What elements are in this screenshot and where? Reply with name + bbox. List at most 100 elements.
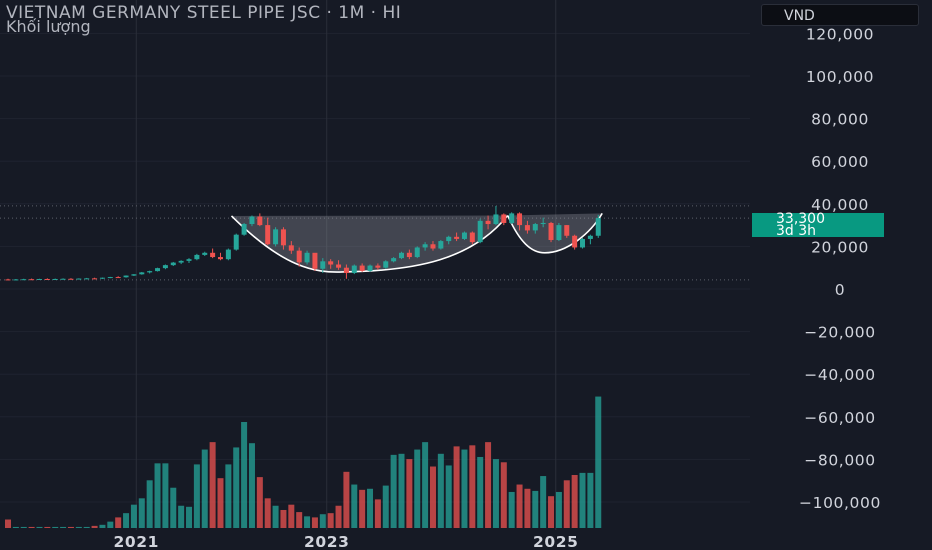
candle-body	[540, 222, 546, 225]
candle-body	[60, 278, 66, 280]
candle-body	[225, 249, 231, 260]
candle-body	[493, 214, 499, 225]
candle-body	[288, 245, 294, 251]
volume-bar	[209, 442, 216, 528]
volume-bar	[248, 443, 255, 528]
volume-bar	[398, 453, 405, 528]
candle-body	[210, 252, 216, 258]
volume-bar	[437, 453, 444, 528]
grid	[0, 0, 750, 530]
candle-body	[68, 278, 74, 280]
candle-body	[296, 250, 302, 263]
volume-bar	[91, 525, 98, 528]
volume-bar	[186, 506, 193, 528]
candle-body	[461, 232, 467, 239]
volume-bar	[343, 471, 350, 528]
volume-bar	[138, 498, 145, 528]
chart-title: VIETNAM GERMANY STEEL PIPE JSC · 1M · HI	[6, 3, 402, 23]
volume-bar	[75, 526, 82, 528]
volume-bar	[170, 487, 177, 528]
currency-selector[interactable]: VND	[761, 4, 919, 26]
volume-bar	[359, 489, 366, 528]
candle-body	[249, 216, 255, 225]
volume-bar	[28, 526, 35, 528]
volume-bar	[201, 449, 208, 528]
volume-bar	[367, 488, 374, 528]
volume-bar	[595, 396, 602, 528]
volume-bar	[107, 521, 114, 528]
candle-body	[532, 224, 538, 231]
volume-bar	[311, 517, 318, 528]
candle-body	[406, 252, 412, 258]
x-axis[interactable]: 2021 2023 2025	[114, 533, 579, 550]
candle-body	[524, 225, 530, 231]
candle-body	[351, 265, 357, 274]
volume-bar	[485, 442, 492, 528]
volume-bar	[548, 496, 555, 528]
candle-body	[312, 252, 318, 269]
volume-bar	[178, 505, 185, 528]
volume-bar	[44, 526, 51, 528]
volume-bar	[382, 485, 389, 528]
candle-body	[280, 229, 286, 246]
volume-bar	[351, 484, 358, 528]
y-axis[interactable]: 120,000 100,000 80,000 60,000 40,000 20,000 0 −…	[799, 25, 881, 512]
candle-body	[178, 260, 184, 263]
volume-bar	[83, 526, 90, 528]
candle-body	[422, 244, 428, 248]
candle-body	[304, 252, 310, 263]
volume-bar	[461, 449, 468, 528]
volume-bar	[36, 526, 43, 528]
candle-body	[202, 252, 208, 255]
candle-body	[595, 218, 601, 236]
volume-bar	[12, 526, 19, 528]
volume-bar	[469, 445, 476, 528]
volume-bar	[477, 456, 484, 528]
y-tick-label: 40,000	[811, 196, 869, 214]
y-tick-label: 120,000	[806, 25, 874, 43]
candle-body	[501, 214, 507, 223]
candle-body	[139, 272, 145, 275]
volume-bar	[540, 476, 547, 528]
candlesticks[interactable]	[5, 205, 601, 281]
last-price-badge: 33,300 3d 3h	[752, 212, 884, 239]
y-tick-label: 20,000	[811, 238, 869, 256]
candle-body	[265, 225, 271, 245]
volume-bar	[492, 459, 499, 528]
candle-body	[76, 278, 82, 280]
candle-body	[509, 213, 515, 223]
volume-bar	[445, 465, 452, 528]
volume-bar	[571, 475, 578, 528]
candle-body	[485, 220, 491, 225]
candle-body	[367, 265, 373, 271]
volume-bar	[508, 491, 515, 528]
candle-body	[587, 235, 593, 239]
candle-body	[359, 265, 365, 271]
volume-bar	[280, 509, 287, 528]
bar-countdown: 3d 3h	[776, 223, 817, 239]
candle-body	[194, 254, 200, 260]
volume-bar	[429, 466, 436, 528]
candle-body	[564, 225, 570, 236]
candle-body	[375, 265, 381, 268]
candle-body	[343, 267, 349, 274]
candle-body	[217, 257, 223, 260]
y-tick-label: −20,000	[804, 324, 875, 342]
candle-body	[13, 279, 19, 281]
volume-bar	[60, 526, 67, 528]
volume-bar	[319, 514, 326, 528]
volume-bar	[233, 447, 240, 528]
volume-bar	[130, 504, 137, 528]
volume-bar	[453, 446, 460, 528]
cup-fill	[231, 215, 508, 273]
volume-bar	[264, 498, 271, 528]
volume-bar	[67, 526, 74, 528]
candle-body	[454, 236, 460, 239]
volume-bar	[524, 488, 531, 528]
candle-body	[44, 278, 50, 280]
candle-body	[320, 261, 326, 269]
reference-lines	[0, 205, 750, 281]
candle-body	[99, 277, 105, 279]
candle-body	[84, 278, 90, 280]
